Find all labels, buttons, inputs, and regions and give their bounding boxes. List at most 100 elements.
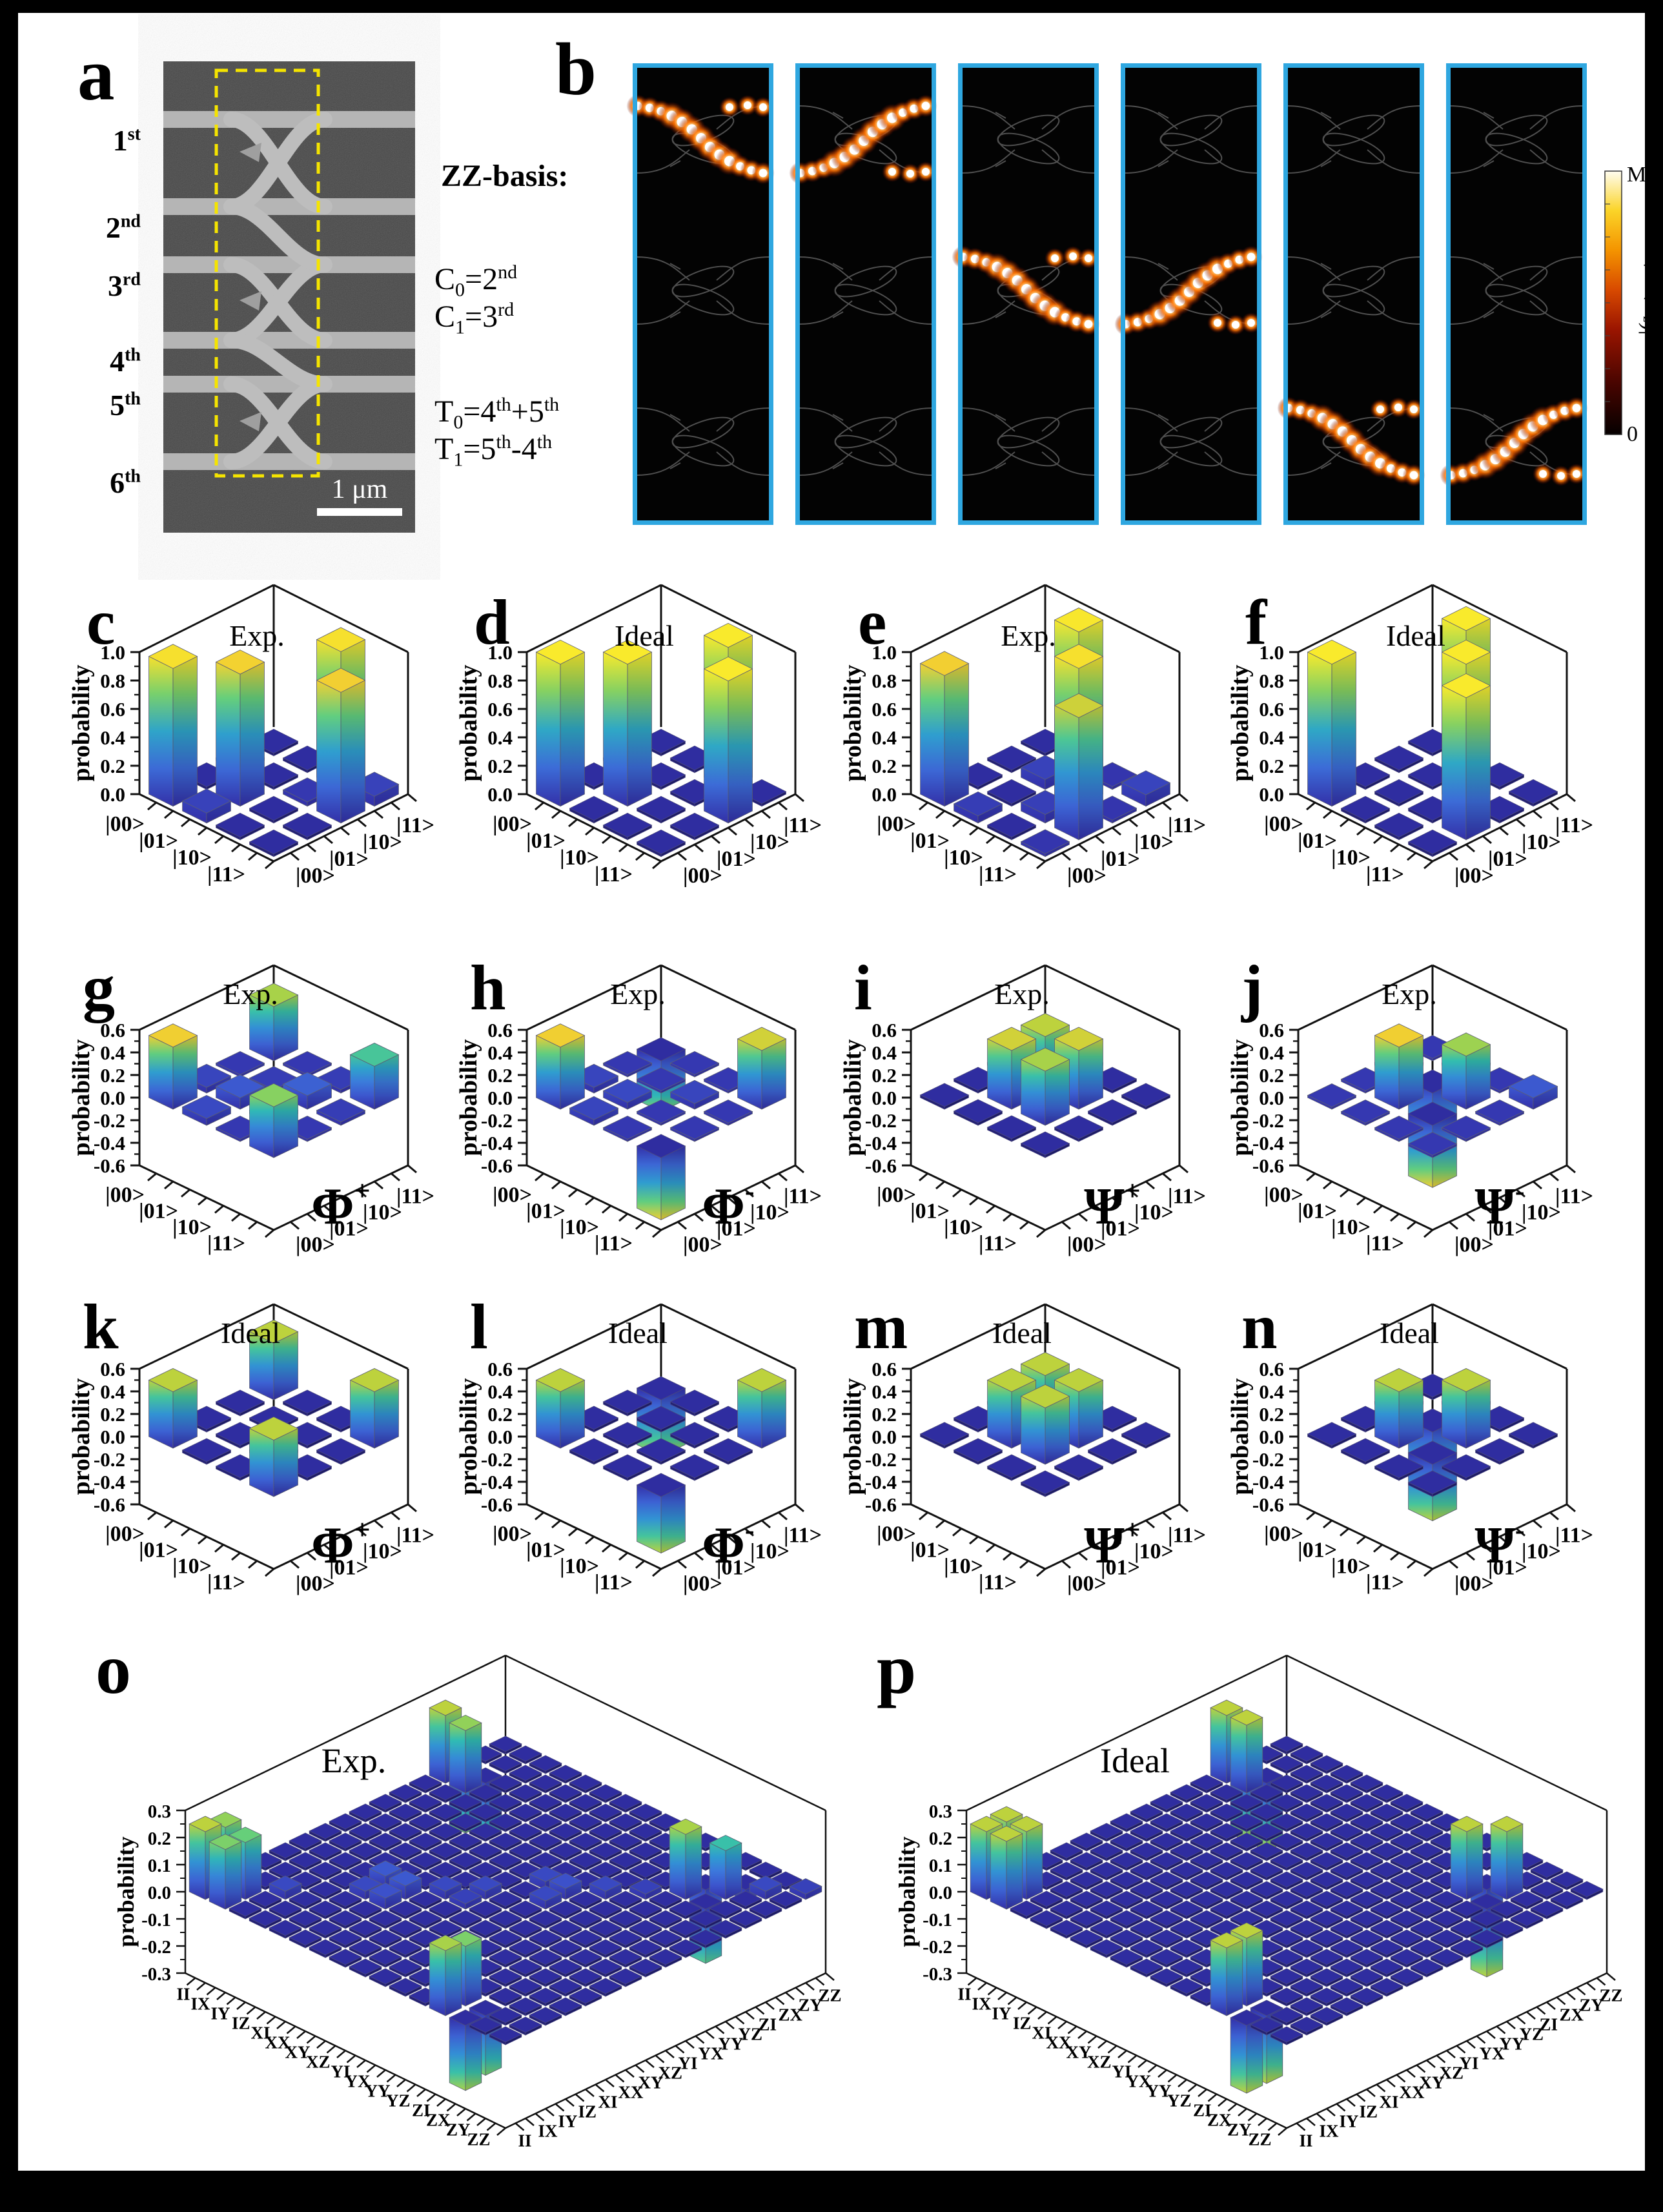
row-label: |10> xyxy=(1331,1555,1371,1579)
ztick-label: 0.4 xyxy=(100,726,125,749)
ztick-label: 0.4 xyxy=(487,726,513,749)
ztick-label: 0.8 xyxy=(1259,670,1284,692)
row-label: YI xyxy=(1112,2062,1131,2082)
row-label: |10> xyxy=(172,1555,212,1579)
ztick-label: 0.4 xyxy=(872,726,897,749)
row-label: |00> xyxy=(1264,1522,1303,1546)
row-label: |01> xyxy=(910,1539,950,1562)
col-label: |11> xyxy=(1168,1524,1206,1548)
scale-bar-label: 1 μm xyxy=(332,475,388,504)
row-label: XZ xyxy=(1087,2053,1112,2072)
row-label: |11> xyxy=(207,1571,245,1595)
ztick-label: 0.8 xyxy=(872,670,897,692)
annotation-line-1: C0=2nd xyxy=(434,261,518,301)
col-label: IX xyxy=(1320,2122,1340,2141)
col-label: |11> xyxy=(1555,1524,1593,1548)
field-panel-3 xyxy=(952,63,1100,525)
panel-d-chart: 1.00.80.60.40.20.0|00>|01>|10>|11> |00>|0… xyxy=(455,584,822,888)
field-panel-2 xyxy=(789,63,937,525)
col-label: ZX xyxy=(1560,2005,1584,2025)
y-axis-label: probability xyxy=(894,1836,920,1947)
ztick-label: 0.2 xyxy=(1259,1403,1284,1426)
row-label: |01> xyxy=(910,829,950,853)
panel-letter-l: l xyxy=(470,1291,488,1362)
col-label: |00> xyxy=(1067,864,1107,888)
col-label: |01> xyxy=(717,1217,756,1241)
ztick-label: -0.4 xyxy=(1252,1471,1284,1493)
ztick-label: 0.3 xyxy=(148,1801,171,1822)
row-label: ZI xyxy=(1193,2101,1212,2120)
y-axis-label: probability xyxy=(68,1378,95,1495)
col-label: |00> xyxy=(1454,1233,1494,1257)
field-panel-1 xyxy=(626,63,775,525)
row-label: |00> xyxy=(105,1522,145,1546)
annotation-line-2: C1=3rd xyxy=(434,299,515,338)
state-label: Ψ+ xyxy=(1084,1514,1140,1574)
ztick-label: 0.6 xyxy=(100,698,125,721)
ztick-label: 0.0 xyxy=(148,1883,171,1903)
ztick-label: 0.2 xyxy=(1259,1064,1284,1087)
ztick-label: 0.6 xyxy=(1259,698,1284,721)
state-label: Ψ+ xyxy=(1084,1175,1140,1235)
colorbar-axis-label: |Re(Hz)|2 xyxy=(1638,263,1663,343)
col-label: |01> xyxy=(1488,847,1527,871)
row-label: |11> xyxy=(1366,1571,1404,1595)
row-label: |10> xyxy=(1331,846,1371,870)
ztick-label: -0.2 xyxy=(94,1109,125,1132)
y-axis-label: probability xyxy=(68,665,95,782)
col-label: XY xyxy=(638,2073,664,2093)
panel-letter-j: j xyxy=(1241,952,1263,1023)
row-label: YZ xyxy=(386,2091,411,2111)
row-label: |01> xyxy=(526,829,566,853)
col-label: YX xyxy=(1480,2044,1505,2064)
col-label: ZY xyxy=(1580,1996,1604,2015)
row-label: |01> xyxy=(526,1200,566,1224)
colorbar: Max 0 |Re(Hz)|2 xyxy=(1604,163,1663,446)
row-label: |00> xyxy=(877,1183,916,1207)
annotation-line-3: T0=4th+5th xyxy=(434,394,560,433)
col-label: |10> xyxy=(750,1540,790,1564)
ztick-label: 0.4 xyxy=(1259,1041,1284,1064)
panel-letter-c: c xyxy=(87,586,116,658)
row-label: |11> xyxy=(979,1571,1017,1595)
y-axis-label: probability xyxy=(68,1039,95,1156)
row-label: |00> xyxy=(1264,812,1303,836)
row-label: |11> xyxy=(979,1232,1017,1256)
col-label: |00> xyxy=(296,864,335,888)
row-label: IX xyxy=(972,1994,992,2014)
col-label: XI xyxy=(1380,2093,1399,2112)
row-label: |00> xyxy=(493,1183,532,1207)
ztick-label: 0.0 xyxy=(872,1426,897,1448)
col-label: |00> xyxy=(683,1572,722,1596)
row-label: |10> xyxy=(944,1555,983,1579)
panel-m-chart: 0.60.40.20.0-0.2-0.4-0.6|00>|01>|10>|11>… xyxy=(839,1303,1206,1596)
figure-canvas: 1.0 0.8 0.6 0.4 0.2 0.0 |00> |01> |10> |11> |00> |0… xyxy=(18,13,1663,2171)
col-label: |01> xyxy=(1488,1217,1527,1241)
panel-letter-n: n xyxy=(1241,1291,1278,1362)
waveguide-label-1: 1st xyxy=(112,124,141,157)
row-label: |11> xyxy=(595,1571,633,1595)
ztick-label: -0.2 xyxy=(141,1937,171,1958)
col-label: ZY xyxy=(799,1996,823,2015)
row-label: XI xyxy=(1032,2023,1051,2043)
panel-letter-p: p xyxy=(877,1630,917,1708)
col-label: |11> xyxy=(396,1524,434,1548)
ztick-label: 0.0 xyxy=(1259,1426,1284,1448)
ztick-label: 0.6 xyxy=(872,1019,897,1041)
ztick-label: 0.4 xyxy=(872,1041,897,1064)
ztick-label: -0.1 xyxy=(141,1910,171,1930)
row-label: YI xyxy=(331,2062,350,2082)
row-label: ZX xyxy=(1207,2111,1232,2130)
ztick-label: 0.2 xyxy=(100,1064,125,1087)
ztick-label: 0.0 xyxy=(100,1087,125,1109)
ztick-label: -0.6 xyxy=(1252,1493,1284,1516)
ztick-label: 0.6 xyxy=(872,698,897,721)
ztick-label: -0.6 xyxy=(865,1154,897,1177)
row-label: |11> xyxy=(1366,1232,1404,1256)
waveguide-label-5: 5th xyxy=(110,389,141,422)
col-label: |01> xyxy=(329,1217,369,1241)
col-label: |10> xyxy=(363,830,402,854)
panel-k-chart: 0.60.40.20.0-0.2-0.4-0.6|00>|01>|10>|11>… xyxy=(68,1303,434,1596)
tag-label: Exp. xyxy=(321,1741,387,1780)
col-label: YZ xyxy=(1520,2025,1544,2044)
